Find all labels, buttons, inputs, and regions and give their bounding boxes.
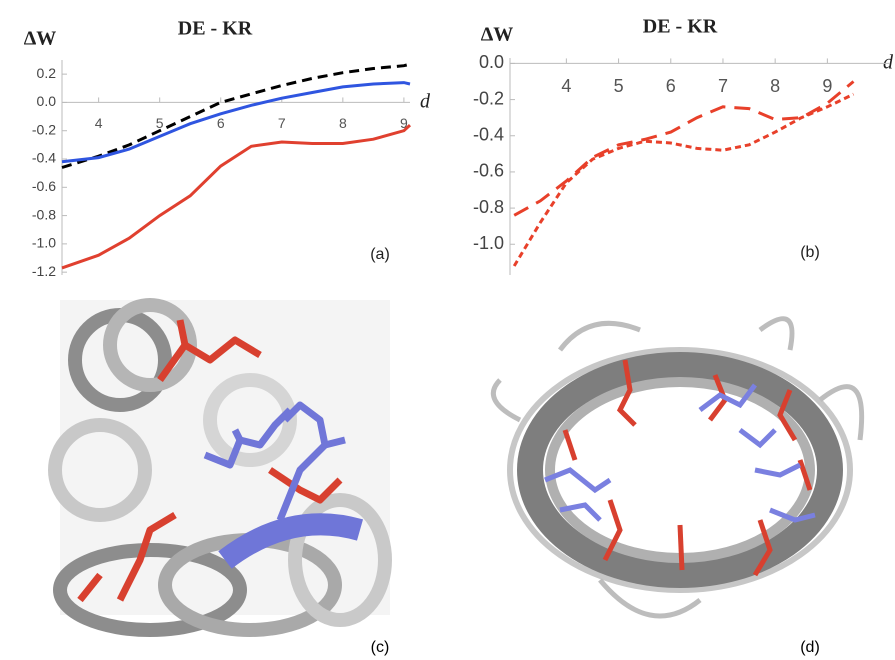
y-axis-label: ΔW xyxy=(24,28,57,50)
panel-label: (d) xyxy=(800,639,820,656)
x-tick-label: 7 xyxy=(278,115,286,131)
x-tick-label: 8 xyxy=(339,115,347,131)
x-axis-label: d xyxy=(420,91,431,113)
y-tick-label: 0.0 xyxy=(37,93,57,109)
y-tick-label: -0.2 xyxy=(32,121,56,137)
y-tick-label: -0.8 xyxy=(32,206,56,222)
y-tick-label: -0.6 xyxy=(473,161,504,181)
structure-c xyxy=(48,298,392,637)
x-axis-label: d xyxy=(883,52,894,74)
data-line xyxy=(513,80,855,217)
data-line xyxy=(512,92,855,267)
data-line xyxy=(61,81,411,164)
structure-d xyxy=(490,316,865,619)
x-tick-label: 6 xyxy=(666,76,676,96)
y-tick-label: -0.4 xyxy=(473,125,504,145)
y-tick-label: -1.0 xyxy=(32,235,56,251)
panel-label: (c) xyxy=(371,639,390,656)
chart-title: DE - KR xyxy=(643,16,718,38)
data-line xyxy=(61,62,411,169)
data-line xyxy=(61,123,412,270)
panel-label: (b) xyxy=(800,244,820,261)
y-tick-label: -0.8 xyxy=(473,197,504,217)
y-tick-label: -0.6 xyxy=(32,178,56,194)
y-tick-label: -1.0 xyxy=(473,233,504,253)
y-tick-label: 0.0 xyxy=(479,52,504,72)
x-tick-label: 4 xyxy=(561,76,571,96)
y-tick-label: 0.2 xyxy=(37,65,57,81)
chart-title: DE - KR xyxy=(178,18,253,40)
x-tick-label: 4 xyxy=(95,115,103,131)
y-tick-label: -1.2 xyxy=(32,263,56,279)
x-tick-label: 8 xyxy=(770,76,780,96)
x-tick-label: 5 xyxy=(156,115,164,131)
x-tick-label: 6 xyxy=(217,115,225,131)
y-tick-label: -0.4 xyxy=(32,150,56,166)
x-tick-label: 9 xyxy=(400,115,408,131)
panel-label: (a) xyxy=(370,246,390,263)
y-tick-label: -0.2 xyxy=(473,88,504,108)
x-tick-label: 5 xyxy=(614,76,624,96)
x-tick-label: 9 xyxy=(822,76,832,96)
y-axis-label: ΔW xyxy=(481,24,514,46)
x-tick-label: 7 xyxy=(718,76,728,96)
